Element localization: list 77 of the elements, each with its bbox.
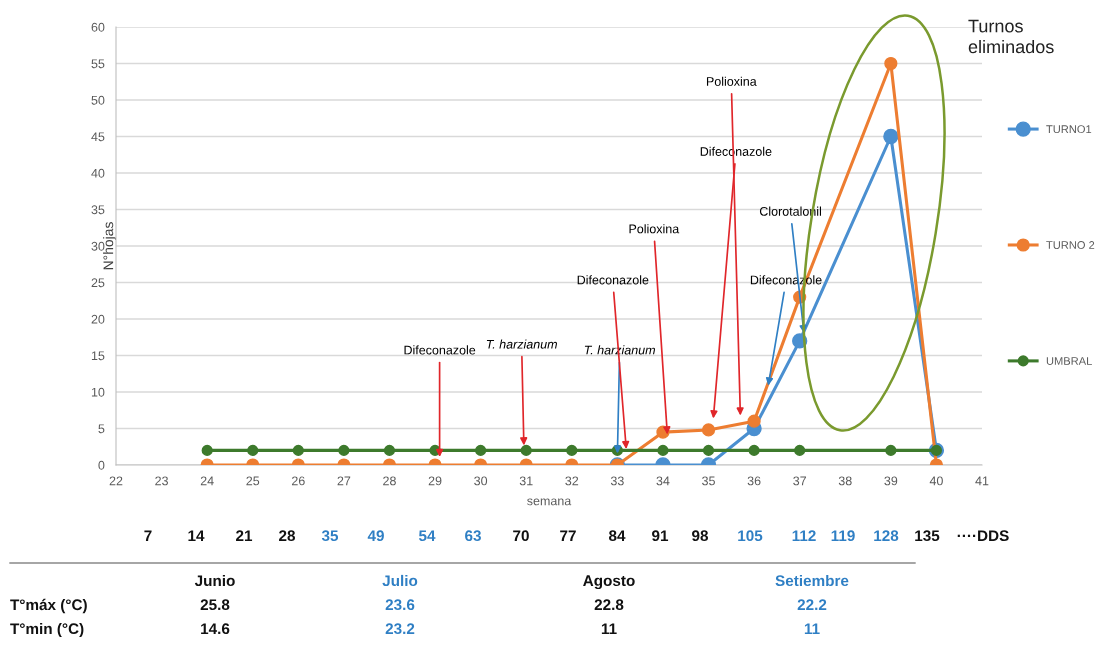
x-tick-label: 24 xyxy=(200,476,214,486)
y-axis-title: N°hojas xyxy=(103,222,116,270)
x-tick-label: 30 xyxy=(474,476,488,486)
text: 63 xyxy=(465,530,481,542)
y-tick-label: 40 xyxy=(91,168,105,178)
x-tick-label: 35 xyxy=(702,476,715,486)
annotation: Difeconazole xyxy=(404,345,476,355)
x-tick-label: 41 xyxy=(975,476,989,486)
text: 70 xyxy=(513,530,529,542)
y-tick-label: 20 xyxy=(91,314,105,324)
x-tick-label: 32 xyxy=(565,476,579,486)
x-tick-label: 33 xyxy=(610,476,624,486)
text: 23.2 xyxy=(385,623,415,635)
y-tick-label: 55 xyxy=(91,59,105,69)
y-tick-label: 15 xyxy=(91,351,105,361)
x-tick-label: 29 xyxy=(428,476,442,486)
legend-label: TURNO 2 xyxy=(1046,241,1095,249)
text: 21 xyxy=(236,530,253,541)
x-tick-label: 27 xyxy=(337,476,351,486)
x-tick-label: 34 xyxy=(656,476,670,486)
annotation: Difeconazole xyxy=(577,275,649,285)
text: Junio xyxy=(194,574,235,587)
y-tick-label: 10 xyxy=(91,387,105,397)
text: T°máx (°C) xyxy=(10,598,87,614)
x-tick-label: 38 xyxy=(838,476,852,486)
x-axis-title: semana xyxy=(527,498,572,506)
text: 98 xyxy=(692,530,709,542)
legend-label: TURNO1 xyxy=(1046,125,1092,134)
text: 112 xyxy=(792,530,816,541)
x-tick-label: 39 xyxy=(884,476,898,486)
text: 35 xyxy=(321,530,339,542)
y-tick-label: 35 xyxy=(91,205,105,215)
y-tick-label: 0 xyxy=(98,460,105,470)
text: Agosto xyxy=(583,575,635,590)
text: 105 xyxy=(738,530,763,542)
annotation: T. harzianum xyxy=(486,339,557,349)
text: 14.6 xyxy=(201,623,230,635)
y-tick-label: 30 xyxy=(91,241,105,251)
text: 119 xyxy=(831,530,855,542)
y-tick-label: 50 xyxy=(91,95,105,105)
text: 54 xyxy=(418,530,436,542)
x-tick-label: 37 xyxy=(793,476,807,486)
text: 91 xyxy=(652,530,669,542)
text: ····DDS xyxy=(957,530,1009,542)
text: 135 xyxy=(915,530,940,542)
text: Setiembre xyxy=(775,574,849,587)
text: 28 xyxy=(279,530,296,542)
text: Julio xyxy=(382,574,418,587)
x-tick-label: 28 xyxy=(383,476,396,486)
text: 25.8 xyxy=(200,599,230,611)
text: T°min (°C) xyxy=(10,622,84,638)
text: 23.6 xyxy=(385,599,415,611)
x-tick-label: 26 xyxy=(291,476,305,486)
x-tick-label: 22 xyxy=(109,476,123,486)
legend-label: UMBRAL xyxy=(1046,357,1092,365)
y-tick-label: 5 xyxy=(98,424,105,434)
text: 7 xyxy=(144,530,152,541)
text: 77 xyxy=(560,530,576,541)
annotation: Polioxina xyxy=(706,76,757,86)
text: 14 xyxy=(188,530,205,541)
text: 49 xyxy=(367,530,384,542)
text: 22.8 xyxy=(594,599,624,611)
y-tick-label: 25 xyxy=(91,278,105,288)
text: 22.2 xyxy=(797,599,827,610)
y-tick-label: 60 xyxy=(91,22,105,32)
x-tick-label: 31 xyxy=(519,476,533,486)
x-tick-label: 25 xyxy=(246,476,260,486)
x-tick-label: 23 xyxy=(155,476,168,486)
text: 11 xyxy=(601,623,617,634)
y-tick-label: 45 xyxy=(91,132,105,142)
text: 128 xyxy=(874,530,899,542)
x-tick-label: 40 xyxy=(929,476,943,486)
text: 84 xyxy=(608,530,626,542)
annotation: Polioxina xyxy=(629,224,680,234)
annotation: Turnos eliminados xyxy=(968,19,1054,54)
x-tick-label: 36 xyxy=(747,476,761,486)
text: 11 xyxy=(804,623,820,634)
